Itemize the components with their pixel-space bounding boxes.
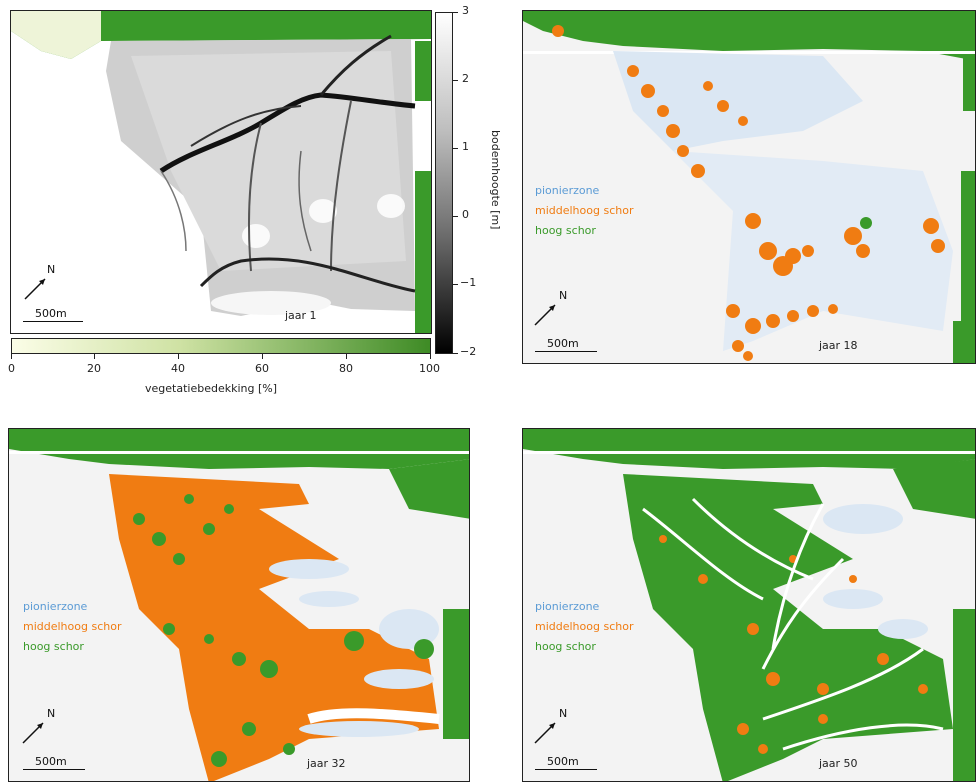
year-label: jaar 32 bbox=[307, 757, 346, 770]
elev-tick: 3 bbox=[462, 4, 469, 17]
elev-tick: −1 bbox=[460, 276, 477, 289]
veg-tick: 40 bbox=[171, 362, 185, 375]
north-label: N bbox=[47, 707, 56, 720]
mid-marsh-patches bbox=[552, 25, 945, 361]
year-label: jaar 50 bbox=[819, 757, 858, 770]
scale-label: 500m bbox=[35, 307, 67, 320]
vegetation-colorbar-label: vegetatiebedekking [%] bbox=[145, 382, 277, 395]
legend-pioneer: pionierzone bbox=[23, 600, 88, 613]
mid-marsh-patches bbox=[659, 535, 928, 754]
legend-mid-marsh: middelhoog schor bbox=[535, 204, 634, 217]
map-panel-year-18: pionierzone middelhoog schor hoog schor … bbox=[522, 10, 976, 364]
north-arrow: N bbox=[533, 289, 573, 329]
vegetation-right-strip bbox=[415, 171, 431, 333]
veg-tick: 0 bbox=[8, 362, 15, 375]
scale-label: 500m bbox=[547, 755, 579, 768]
elev-tick: 0 bbox=[462, 208, 469, 221]
legend-pioneer: pionierzone bbox=[535, 184, 600, 197]
marsh-map-32 bbox=[9, 429, 469, 781]
veg-tick: 80 bbox=[339, 362, 353, 375]
north-arrow: N bbox=[21, 707, 61, 747]
elevation-colorbar-label: bodemhoogte [m] bbox=[489, 130, 502, 230]
north-label: N bbox=[559, 289, 568, 302]
elev-tick: −2 bbox=[460, 345, 477, 358]
vegetation-top-left-light bbox=[11, 11, 101, 59]
legend-high-marsh: hoog schor bbox=[535, 640, 596, 653]
map-panel-year-1: N 500m jaar 1 bbox=[10, 10, 432, 334]
high-spot-2 bbox=[309, 199, 337, 223]
marsh-map-18 bbox=[523, 11, 975, 363]
high-spot-1 bbox=[242, 224, 270, 248]
map-panel-year-50: pionierzone middelhoog schor hoog schor … bbox=[522, 428, 976, 782]
high-marsh-spot bbox=[860, 217, 872, 229]
elev-tick: 1 bbox=[462, 140, 469, 153]
scale-label: 500m bbox=[35, 755, 67, 768]
scale-label: 500m bbox=[547, 337, 579, 350]
north-label: N bbox=[559, 707, 568, 720]
elevation-map bbox=[11, 11, 431, 333]
map-panel-year-32: pionierzone middelhoog schor hoog schor … bbox=[8, 428, 470, 782]
legend: pionierzone middelhoog schor hoog schor bbox=[23, 597, 121, 657]
scale-bar: 500m bbox=[535, 337, 597, 352]
mid-marsh-area bbox=[109, 474, 439, 781]
legend-mid-marsh: middelhoog schor bbox=[535, 620, 634, 633]
creek-network bbox=[642, 497, 944, 751]
elevation-colorbar bbox=[435, 12, 453, 354]
veg-tick: 100 bbox=[419, 362, 440, 375]
north-arrow: N bbox=[533, 707, 573, 747]
legend-high-marsh: hoog schor bbox=[535, 224, 596, 237]
legend-mid-marsh: middelhoog schor bbox=[23, 620, 122, 633]
legend: pionierzone middelhoog schor hoog schor bbox=[535, 181, 633, 241]
legend-pioneer: pionierzone bbox=[535, 600, 600, 613]
high-spot-3 bbox=[377, 194, 405, 218]
legend-high-marsh: hoog schor bbox=[23, 640, 84, 653]
vegetation-colorbar bbox=[11, 338, 431, 354]
year-label: jaar 1 bbox=[285, 309, 317, 322]
north-label: N bbox=[47, 263, 56, 276]
scale-bar: 500m bbox=[23, 755, 85, 770]
elev-tick: 2 bbox=[462, 72, 469, 85]
year-label: jaar 18 bbox=[819, 339, 858, 352]
high-marsh-patches bbox=[133, 494, 434, 767]
veg-tick: 60 bbox=[255, 362, 269, 375]
veg-tick: 20 bbox=[87, 362, 101, 375]
marsh-map-50 bbox=[523, 429, 975, 781]
vegetation-top-strip bbox=[11, 11, 431, 59]
vegetation-right-top bbox=[415, 41, 431, 101]
scale-bar: 500m bbox=[535, 755, 597, 770]
north-arrow: N bbox=[23, 263, 63, 303]
legend: pionierzone middelhoog schor hoog schor bbox=[535, 597, 633, 657]
scale-bar: 500m bbox=[23, 307, 83, 322]
